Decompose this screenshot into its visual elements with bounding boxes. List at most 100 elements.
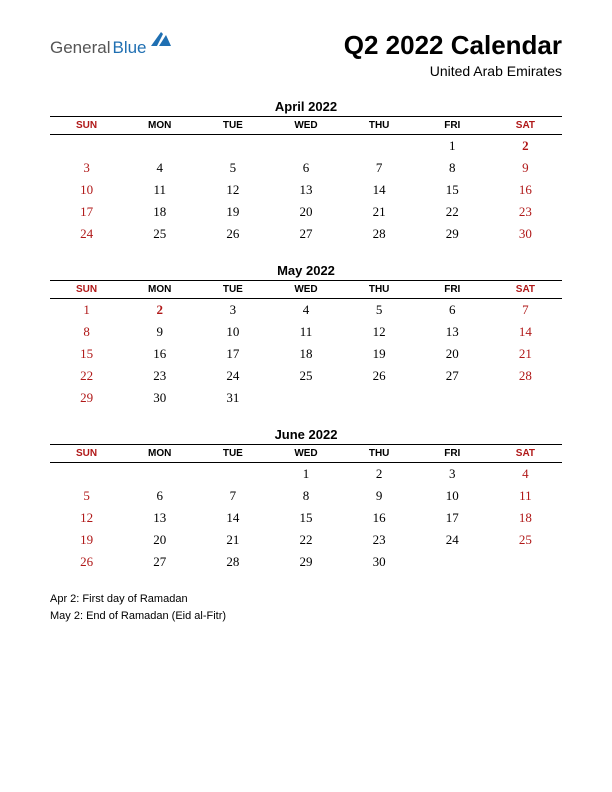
calendar-cell <box>269 135 342 158</box>
calendar-cell: 21 <box>196 529 269 551</box>
calendar-cell: 16 <box>123 343 196 365</box>
calendar-cell: 14 <box>343 179 416 201</box>
calendar-cell: 29 <box>269 551 342 573</box>
calendar-cell: 1 <box>269 463 342 486</box>
day-header: SAT <box>489 445 562 463</box>
day-header: MON <box>123 445 196 463</box>
page-title: Q2 2022 Calendar <box>344 30 562 61</box>
calendar-cell: 27 <box>123 551 196 573</box>
calendar-cell: 28 <box>489 365 562 387</box>
calendar-cell: 12 <box>196 179 269 201</box>
calendar-row: 19202122232425 <box>50 529 562 551</box>
calendar-cell: 28 <box>196 551 269 573</box>
calendar-cell: 13 <box>416 321 489 343</box>
calendar-cell: 7 <box>489 299 562 322</box>
logo-icon <box>151 32 171 51</box>
calendar-cell: 10 <box>50 179 123 201</box>
holiday-notes: Apr 2: First day of RamadanMay 2: End of… <box>50 591 562 624</box>
calendar-cell: 30 <box>343 551 416 573</box>
calendar-row: 293031 <box>50 387 562 409</box>
calendar-cell <box>269 387 342 409</box>
calendar-cell: 23 <box>123 365 196 387</box>
calendar-cell: 7 <box>343 157 416 179</box>
calendar-cell: 25 <box>123 223 196 245</box>
calendar-cell: 19 <box>196 201 269 223</box>
calendar-cell: 13 <box>269 179 342 201</box>
calendar-cell: 22 <box>269 529 342 551</box>
calendar-table: SUNMONTUEWEDTHUFRISAT1234567891011121314… <box>50 280 562 409</box>
calendar-cell: 10 <box>416 485 489 507</box>
calendar-cell: 2 <box>489 135 562 158</box>
calendar-cell: 2 <box>343 463 416 486</box>
calendar-cell: 16 <box>489 179 562 201</box>
calendar-cell: 30 <box>123 387 196 409</box>
calendar-cell: 9 <box>489 157 562 179</box>
calendar-cell <box>343 135 416 158</box>
calendar-cell: 4 <box>489 463 562 486</box>
calendar-table: SUNMONTUEWEDTHUFRISAT1234567891011121314… <box>50 444 562 573</box>
day-header: FRI <box>416 117 489 135</box>
calendar-cell: 22 <box>416 201 489 223</box>
calendar-cell <box>196 135 269 158</box>
day-header: SAT <box>489 281 562 299</box>
calendar-cell: 8 <box>50 321 123 343</box>
calendar-cell: 25 <box>489 529 562 551</box>
calendar-page: General Blue Q2 2022 Calendar United Ara… <box>0 0 612 644</box>
calendar-cell: 11 <box>489 485 562 507</box>
day-header: SUN <box>50 281 123 299</box>
calendar-row: 24252627282930 <box>50 223 562 245</box>
calendar-row: 17181920212223 <box>50 201 562 223</box>
calendar-cell: 20 <box>416 343 489 365</box>
calendar-cell <box>416 551 489 573</box>
calendar-cell: 29 <box>50 387 123 409</box>
day-header: SAT <box>489 117 562 135</box>
calendar-cell: 26 <box>343 365 416 387</box>
calendar-cell: 6 <box>123 485 196 507</box>
calendar-cell: 13 <box>123 507 196 529</box>
calendar-row: 12131415161718 <box>50 507 562 529</box>
calendar-cell: 14 <box>489 321 562 343</box>
calendar-cell: 26 <box>50 551 123 573</box>
calendar-cell: 8 <box>269 485 342 507</box>
month-block: April 2022SUNMONTUEWEDTHUFRISAT123456789… <box>50 99 562 245</box>
calendar-cell: 24 <box>416 529 489 551</box>
calendar-cell: 29 <box>416 223 489 245</box>
header: General Blue Q2 2022 Calendar United Ara… <box>50 30 562 79</box>
calendar-cell <box>489 387 562 409</box>
calendar-cell: 27 <box>416 365 489 387</box>
day-header: TUE <box>196 445 269 463</box>
calendar-row: 10111213141516 <box>50 179 562 201</box>
calendar-cell: 8 <box>416 157 489 179</box>
month-block: May 2022SUNMONTUEWEDTHUFRISAT12345678910… <box>50 263 562 409</box>
calendar-row: 891011121314 <box>50 321 562 343</box>
calendar-cell <box>489 551 562 573</box>
calendar-row: 3456789 <box>50 157 562 179</box>
day-header: THU <box>343 445 416 463</box>
day-header: MON <box>123 117 196 135</box>
calendar-cell: 16 <box>343 507 416 529</box>
calendar-cell: 1 <box>50 299 123 322</box>
calendar-cell: 11 <box>269 321 342 343</box>
month-title: June 2022 <box>50 427 562 442</box>
calendar-cell: 26 <box>196 223 269 245</box>
calendar-cell: 17 <box>50 201 123 223</box>
calendar-cell: 1 <box>416 135 489 158</box>
calendar-cell: 6 <box>416 299 489 322</box>
calendar-cell: 18 <box>269 343 342 365</box>
calendar-cell: 3 <box>50 157 123 179</box>
day-header: SUN <box>50 445 123 463</box>
day-header: WED <box>269 281 342 299</box>
logo: General Blue <box>50 38 171 58</box>
calendar-cell: 19 <box>50 529 123 551</box>
calendar-cell: 15 <box>269 507 342 529</box>
day-header: THU <box>343 117 416 135</box>
calendar-cell <box>123 135 196 158</box>
calendar-cell: 25 <box>269 365 342 387</box>
calendar-cell: 21 <box>343 201 416 223</box>
day-header: WED <box>269 117 342 135</box>
holiday-note: Apr 2: First day of Ramadan <box>50 591 562 608</box>
calendar-cell: 31 <box>196 387 269 409</box>
calendar-cell: 20 <box>123 529 196 551</box>
day-header: FRI <box>416 445 489 463</box>
calendar-row: 12 <box>50 135 562 158</box>
